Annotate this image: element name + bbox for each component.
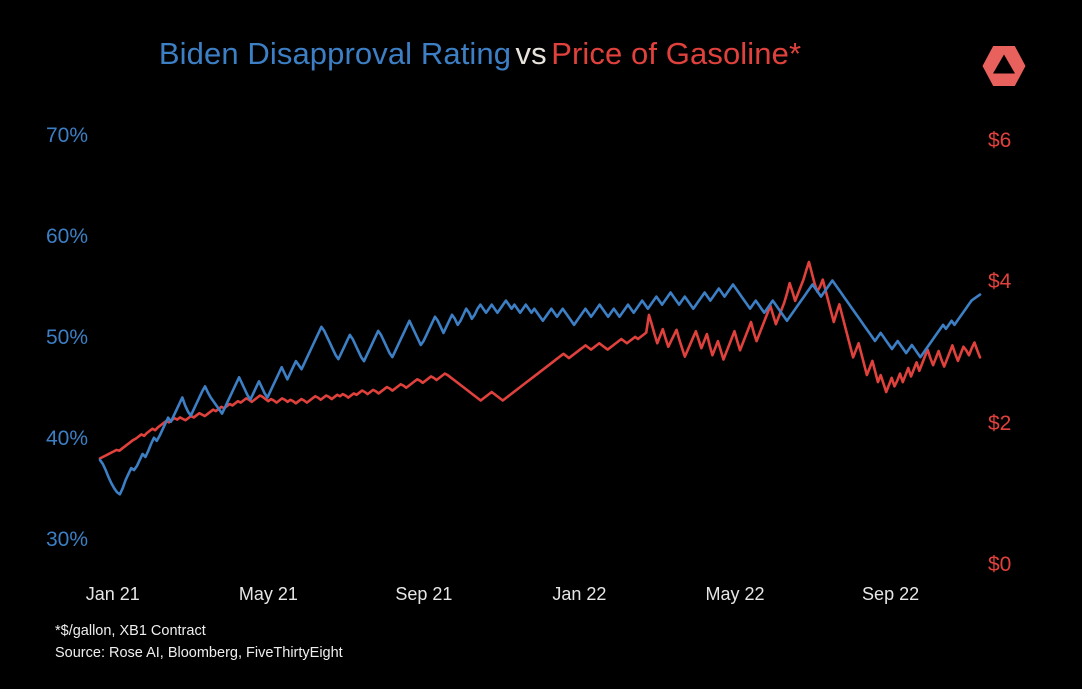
x-axis-tick-jan-22: Jan 22 [552,584,607,604]
x-axis-tick-may-22: May 22 [705,584,765,604]
y-axis-right-tick-usd6: $6 [988,128,1012,152]
y-axis-left-tick-50pct: 50% [46,325,89,349]
x-axis-tick-jan-21: Jan 21 [85,584,140,604]
footnote-units: *$/gallon, XB1 Contract [55,623,206,639]
series-line-disapproval [98,279,982,496]
y-axis-left-tick-70pct: 70% [46,124,89,148]
y-axis-right-tick-usd0: $0 [988,552,1012,576]
x-axis-tick-sep-22: Sep 22 [862,584,920,604]
title-segment-vs: vs [515,36,547,71]
y-axis-right-tick-usd4: $4 [988,270,1012,294]
x-axis-tick-sep-21: Sep 21 [395,584,453,604]
chart-footnotes: *$/gallon, XB1 Contract Source: Rose AI,… [55,620,343,664]
series-line-gasoline [98,260,982,460]
rose-ai-hexagon-logo-icon [982,45,1026,87]
x-axis-tick-may-21: May 21 [238,584,298,604]
y-axis-right-tick-usd2: $2 [988,411,1012,435]
y-axis-left-tick-60pct: 60% [46,225,89,249]
y-axis-left-tick-40pct: 40% [46,426,89,450]
title-segment-gasoline: Price of Gasoline* [551,36,802,71]
footnote-source: Source: Rose AI, Bloomberg, FiveThirtyEi… [55,645,343,661]
plot-area [98,110,982,580]
chart-title: Biden Disapproval Rating vs Price of Gas… [0,36,960,72]
y-axis-left-tick-30pct: 30% [46,527,89,551]
title-segment-disapproval: Biden Disapproval Rating [158,36,512,71]
